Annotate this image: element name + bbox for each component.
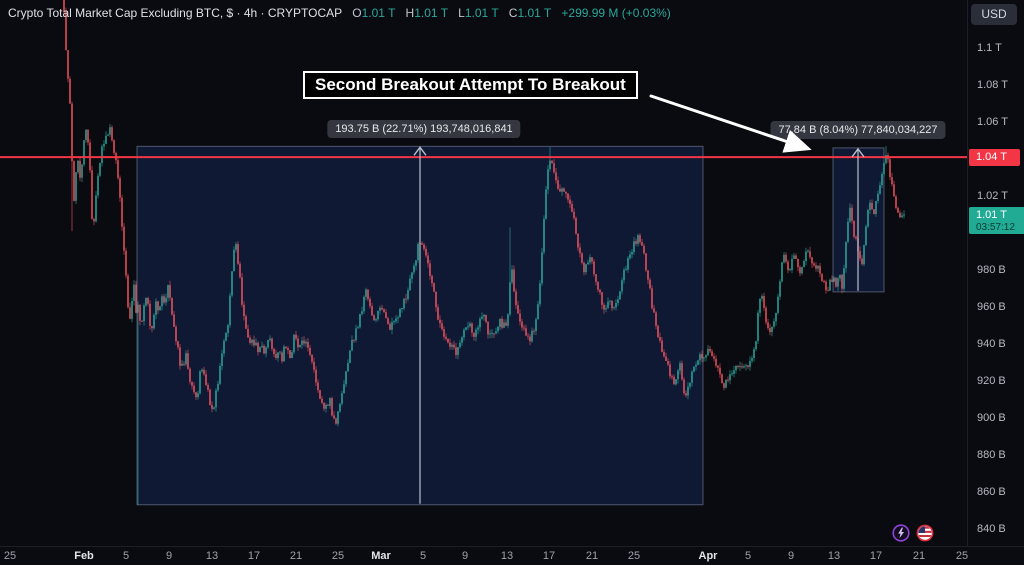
time-tick-label: 13 bbox=[827, 550, 841, 562]
bar-close-countdown: 03:57:12 bbox=[976, 222, 1015, 233]
time-tick-label: 21 bbox=[912, 550, 926, 562]
close-label: C bbox=[508, 6, 518, 20]
price-tick-label: 1.08 T bbox=[977, 79, 1008, 91]
time-tick-label: 25 bbox=[331, 550, 345, 562]
up-candle-bodies bbox=[75, 127, 905, 424]
open-label: O bbox=[352, 6, 362, 20]
price-tick-label: 840 B bbox=[977, 523, 1006, 535]
time-tick-label: 13 bbox=[205, 550, 219, 562]
price-tick-label: 980 B bbox=[977, 264, 1006, 276]
high-value: 1.01 T bbox=[414, 6, 448, 20]
price-tick-label: 920 B bbox=[977, 375, 1006, 387]
price-tick-label: 860 B bbox=[977, 486, 1006, 498]
time-tick-label: 9 bbox=[461, 550, 469, 562]
low-value: 1.01 T bbox=[464, 6, 499, 20]
time-tick-label: 25 bbox=[627, 550, 641, 562]
measure-arrowhead-icon-2 bbox=[851, 147, 865, 158]
close-value: 1.01 T bbox=[517, 6, 552, 20]
time-tick-label: 25 bbox=[3, 550, 17, 562]
price-line-badge: 1.04 T bbox=[969, 148, 1020, 166]
down-candle-bodies bbox=[63, 0, 901, 424]
measure-label-first-breakout[interactable]: 193.75 B (22.71%) 193,748,016,841 bbox=[327, 120, 521, 138]
time-tick-label: 5 bbox=[744, 550, 752, 562]
price-tick-label: 880 B bbox=[977, 449, 1006, 461]
price-tick-label: 900 B bbox=[977, 412, 1006, 424]
time-tick-month-label: Feb bbox=[74, 550, 94, 562]
measure-arrowhead-icon-1 bbox=[413, 146, 427, 156]
last-price-badge: 1.01 T 03:57:12 bbox=[969, 207, 1024, 234]
symbol-title[interactable]: Crypto Total Market Cap Excluding BTC, $… bbox=[8, 6, 342, 20]
change-value: +299.99 M (+0.03%) bbox=[561, 6, 671, 20]
time-tick-label: 5 bbox=[122, 550, 130, 562]
measure-label-second-breakout[interactable]: 77.84 B (8.04%) 77,840,034,227 bbox=[770, 121, 946, 139]
open-value: 1.01 T bbox=[361, 6, 396, 20]
price-tick-label: 1.1 T bbox=[977, 42, 1002, 54]
currency-toggle-button[interactable]: USD bbox=[971, 4, 1017, 25]
time-tick-label: 21 bbox=[289, 550, 303, 562]
price-tick-label: 1.02 T bbox=[977, 190, 1008, 202]
last-price-value: 1.01 T bbox=[976, 209, 1007, 221]
us-flag-event-icon[interactable] bbox=[916, 524, 934, 542]
time-tick-month-label: Mar bbox=[371, 550, 391, 562]
time-tick-month-label: Apr bbox=[698, 550, 718, 562]
price-axis[interactable]: 1.04 T 1.01 T 03:57:12 1.1 T 1.08 T 1.06 T… bbox=[967, 0, 1024, 547]
annotation-text-box[interactable]: Second Breakout Attempt To Breakout bbox=[303, 71, 638, 99]
time-tick-label: 9 bbox=[787, 550, 795, 562]
time-tick-label: 17 bbox=[869, 550, 883, 562]
time-tick-label: 9 bbox=[165, 550, 173, 562]
high-label: H bbox=[405, 6, 415, 20]
low-label: L bbox=[458, 6, 465, 20]
price-tick-label: 940 B bbox=[977, 338, 1006, 350]
time-tick-label: 21 bbox=[585, 550, 599, 562]
time-tick-label: 13 bbox=[500, 550, 514, 562]
annotation-arrow[interactable] bbox=[649, 94, 812, 153]
time-tick-label: 17 bbox=[542, 550, 556, 562]
lightning-event-icon[interactable] bbox=[892, 524, 910, 542]
time-axis[interactable]: 25 Feb 5 9 13 17 21 25 Mar 5 9 13 17 21 25 Apr 5 9 13 17 21 2… bbox=[0, 546, 1024, 565]
symbol-header: Crypto Total Market Cap Excluding BTC, $… bbox=[8, 6, 671, 20]
time-tick-label: 17 bbox=[247, 550, 261, 562]
price-tick-label: 1.06 T bbox=[977, 116, 1008, 128]
time-tick-label: 5 bbox=[419, 550, 427, 562]
price-tick-label: 960 B bbox=[977, 301, 1006, 313]
time-tick-label: 25 bbox=[955, 550, 969, 562]
